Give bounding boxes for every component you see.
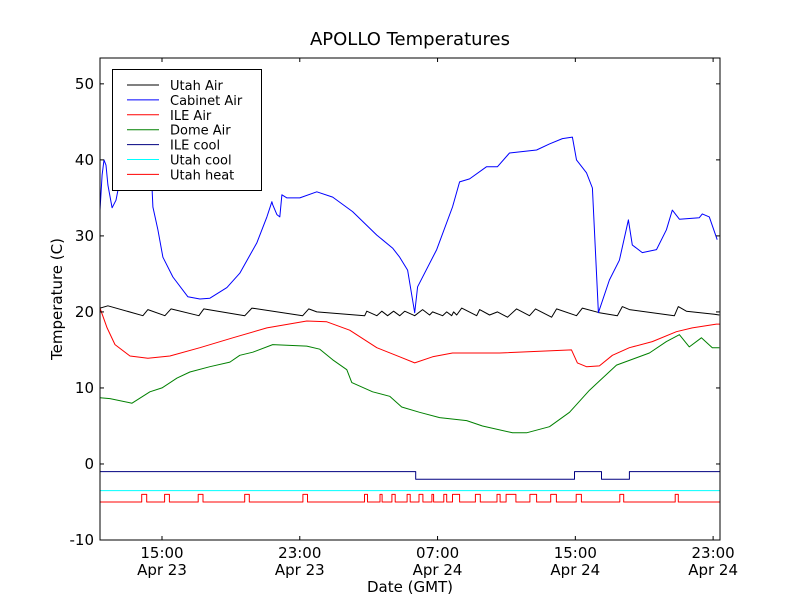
x-tick-label-time: 15:00 [140, 544, 183, 562]
y-tick-label: -10 [70, 531, 95, 549]
x-tick-label-date: Apr 24 [688, 561, 738, 579]
y-tick-label: 20 [75, 303, 94, 321]
series-layer [100, 136, 720, 503]
x-axis-label: Date (GMT) [367, 578, 453, 596]
legend-label-dome-air: Dome Air [170, 124, 231, 139]
series-line-dome-air [100, 334, 720, 434]
x-tick-label-date: Apr 23 [137, 561, 187, 579]
legend-label-utah-air: Utah Air [170, 79, 223, 94]
series-line-ile-cool [100, 471, 720, 480]
series-line-utah-air [100, 305, 720, 318]
legend-label-ile-air: ILE Air [170, 109, 212, 124]
y-tick-label: 30 [75, 227, 94, 245]
y-axis-label: Temperature (C) [48, 238, 66, 361]
y-tick-label: 0 [84, 455, 94, 473]
series-line-cabinet-air [100, 136, 718, 314]
series-line-utah-heat [100, 493, 720, 503]
chart-title: APOLLO Temperatures [310, 29, 510, 50]
x-tick-label-date: Apr 24 [550, 561, 600, 579]
y-tick-label: 10 [75, 379, 94, 397]
plot-frame [99, 57, 721, 541]
x-tick-label-time: 23:00 [278, 544, 321, 562]
x-tick-label-date: Apr 24 [413, 561, 463, 579]
x-tick-label-time: 23:00 [691, 544, 734, 562]
legend-label-cabinet-air: Cabinet Air [170, 94, 243, 109]
series-line-ile-air [100, 307, 720, 368]
legend-label-utah-heat: Utah heat [170, 168, 234, 183]
legend-label-ile-cool: ILE cool [170, 139, 220, 154]
y-tick-label: 50 [75, 75, 94, 93]
x-tick-label-time: 07:00 [416, 544, 459, 562]
x-tick-label-date: Apr 23 [275, 561, 325, 579]
y-tick-label: 40 [75, 151, 94, 169]
x-tick-label-time: 15:00 [554, 544, 597, 562]
legend-label-utah-cool: Utah cool [170, 154, 232, 169]
